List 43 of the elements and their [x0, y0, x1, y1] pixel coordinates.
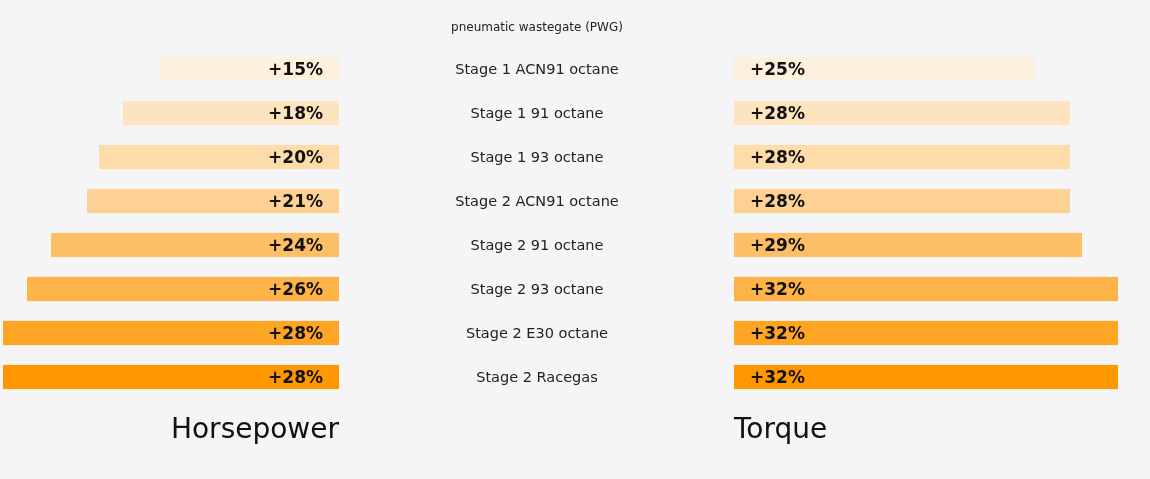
data-label: +25% [750, 58, 805, 79]
data-label: +20% [268, 146, 323, 167]
y-tick-label: Stage 2 Racegas [476, 369, 598, 386]
data-label: +15% [268, 58, 323, 79]
data-label: +24% [268, 234, 323, 255]
bar [734, 232, 1082, 258]
data-label: +18% [268, 102, 323, 123]
y-tick-label: Stage 2 91 octane [470, 237, 604, 254]
x-axis-title: Horsepower [170, 411, 340, 445]
text: pneumatic wastegate (PWG) [451, 20, 623, 35]
bar [734, 364, 1118, 390]
bar [3, 364, 339, 390]
bar [51, 232, 339, 258]
y-tick-label: Stage 2 E30 octane [465, 325, 609, 342]
data-label: +32% [750, 322, 805, 343]
data-label: +32% [750, 366, 805, 387]
y-tick-label: Stage 2 93 octane [470, 281, 604, 298]
bar [159, 56, 339, 82]
y-tick-label: Stage 1 93 octane [470, 149, 604, 166]
bar [27, 276, 339, 302]
bar [3, 320, 339, 346]
data-label: +29% [750, 234, 805, 255]
bar [734, 100, 1070, 126]
data-label: +28% [750, 190, 805, 211]
bar [87, 188, 339, 214]
bar [734, 320, 1118, 346]
bar [734, 144, 1070, 170]
data-label: +28% [750, 146, 805, 167]
bar [734, 188, 1070, 214]
y-tick-label: Stage 1 ACN91 octane [455, 61, 619, 78]
bar [123, 100, 339, 126]
y-tick-label: Stage 1 91 octane [470, 105, 604, 122]
bar [734, 276, 1118, 302]
data-label: +28% [750, 102, 805, 123]
data-label: +28% [268, 366, 323, 387]
y-tick-label: Stage 2 ACN91 octane [455, 193, 619, 210]
data-label: +21% [268, 190, 323, 211]
data-label: +32% [750, 278, 805, 299]
bar [734, 56, 1034, 82]
bar [99, 144, 339, 170]
data-label: +26% [268, 278, 323, 299]
data-label: +28% [268, 322, 323, 343]
x-axis-title: Torque [733, 411, 828, 445]
